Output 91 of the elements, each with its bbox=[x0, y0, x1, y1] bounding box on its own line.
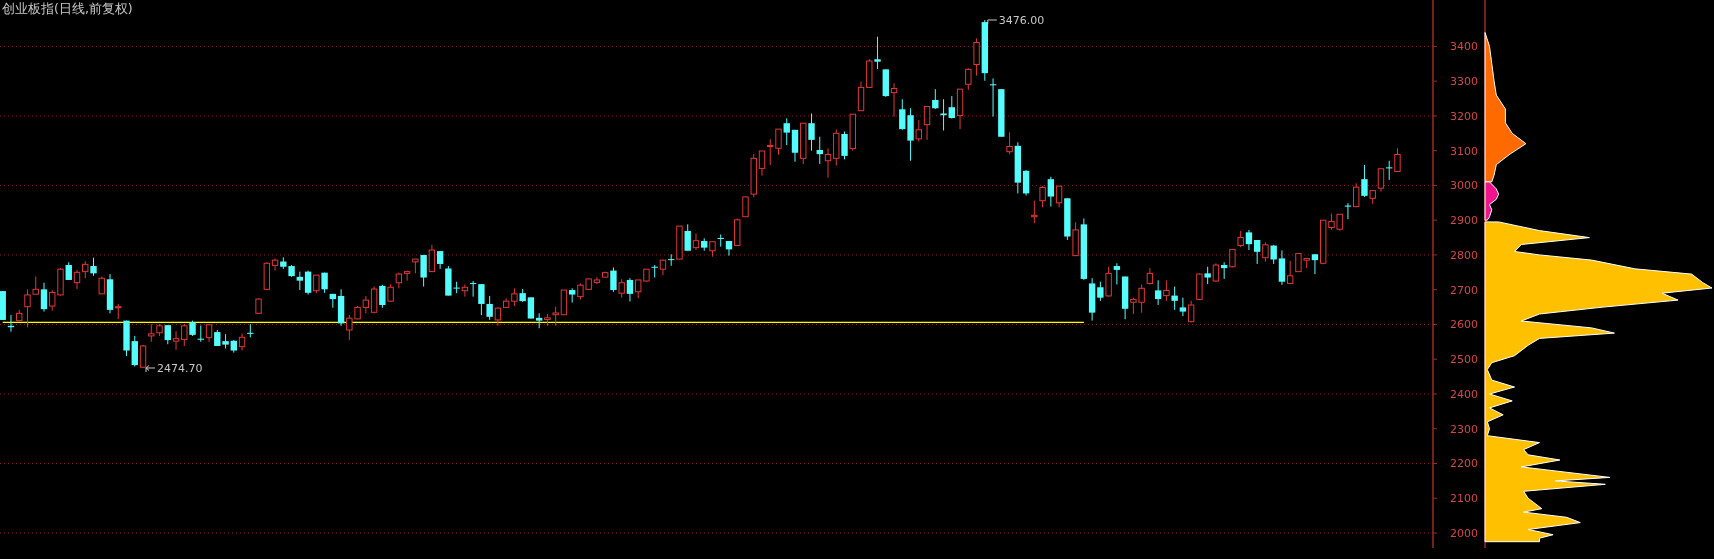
candlestick bbox=[1377, 168, 1385, 193]
candlestick bbox=[791, 129, 799, 163]
candlestick bbox=[857, 81, 865, 112]
candlestick bbox=[370, 286, 378, 314]
candlestick bbox=[824, 147, 832, 179]
candlestick bbox=[1113, 262, 1121, 285]
candlestick bbox=[247, 323, 254, 338]
y-tick-label: 2100 bbox=[1450, 492, 1478, 506]
candlestick bbox=[973, 37, 980, 77]
candlestick bbox=[1031, 200, 1038, 224]
candlestick bbox=[626, 277, 634, 303]
candlestick bbox=[1039, 185, 1046, 208]
candlestick bbox=[90, 257, 97, 277]
candlestick bbox=[1394, 147, 1401, 173]
candlestick bbox=[932, 88, 939, 110]
candlestick bbox=[1163, 279, 1170, 302]
candlestick bbox=[684, 223, 691, 252]
candlestick bbox=[1105, 266, 1112, 298]
candlestick bbox=[1006, 131, 1013, 155]
candlestick bbox=[1055, 185, 1063, 208]
y-tick-label: 3100 bbox=[1450, 144, 1478, 158]
y-tick-label: 2500 bbox=[1450, 353, 1478, 367]
candlestick bbox=[1097, 281, 1104, 302]
y-tick-label: 3300 bbox=[1450, 75, 1478, 89]
y-tick-label: 3000 bbox=[1450, 179, 1478, 193]
candlestick bbox=[527, 296, 535, 320]
candlestick bbox=[1022, 169, 1030, 196]
candlestick bbox=[841, 131, 848, 160]
candlestick bbox=[271, 257, 279, 272]
candlestick bbox=[948, 95, 956, 120]
y-tick-label: 3400 bbox=[1450, 40, 1478, 54]
chart-title: 创业板指(日线,前复权) bbox=[2, 1, 133, 16]
candlestick bbox=[403, 270, 411, 282]
candlestick bbox=[313, 274, 320, 294]
candlestick bbox=[610, 266, 617, 293]
candlestick bbox=[172, 330, 180, 351]
candlestick bbox=[1212, 262, 1220, 283]
candlestick bbox=[1179, 297, 1187, 317]
candlestick bbox=[1311, 253, 1319, 275]
candlestick bbox=[494, 306, 502, 327]
candlestick bbox=[420, 254, 427, 288]
y-tick-label: 2000 bbox=[1450, 526, 1478, 540]
y-tick-label: 2700 bbox=[1450, 283, 1478, 297]
candlestick bbox=[304, 270, 312, 296]
candlestick bbox=[1270, 244, 1277, 265]
candlestick bbox=[164, 324, 171, 345]
candlestick bbox=[486, 295, 493, 321]
candlestick bbox=[1047, 176, 1055, 208]
candlestick bbox=[362, 295, 370, 314]
candlestick bbox=[40, 282, 48, 313]
candlestick bbox=[923, 106, 931, 141]
candlestick bbox=[890, 82, 898, 118]
candlestick bbox=[965, 67, 972, 91]
candlestick bbox=[808, 112, 815, 152]
candlestick bbox=[1286, 260, 1294, 284]
candlestick bbox=[783, 117, 790, 146]
candlestick bbox=[758, 150, 766, 177]
y-tick-label: 2900 bbox=[1450, 214, 1478, 228]
candlestick bbox=[725, 240, 733, 257]
y-tick-label: 2300 bbox=[1450, 422, 1478, 436]
candlestick bbox=[874, 36, 881, 70]
candlestick bbox=[618, 278, 625, 299]
candlestick bbox=[469, 280, 477, 298]
y-tick-label: 2400 bbox=[1450, 387, 1478, 401]
y-tick-label: 2600 bbox=[1450, 318, 1478, 332]
candlestick bbox=[238, 332, 246, 352]
annotation: 2474.70 bbox=[157, 362, 203, 375]
candlestick bbox=[1262, 241, 1269, 263]
candlestick bbox=[131, 335, 138, 367]
candlestick bbox=[1171, 286, 1178, 311]
candlestick bbox=[899, 98, 906, 131]
candlestick bbox=[651, 264, 658, 279]
candlestick bbox=[915, 119, 922, 143]
y-tick-label: 2200 bbox=[1450, 457, 1478, 471]
candlestick bbox=[1361, 164, 1368, 198]
candlestick bbox=[181, 323, 188, 347]
candlestick bbox=[742, 196, 749, 218]
candlestick bbox=[552, 306, 559, 327]
candlestick bbox=[379, 284, 386, 309]
candlestick bbox=[296, 271, 304, 291]
candlestick bbox=[73, 269, 81, 290]
candlestick bbox=[1245, 229, 1253, 251]
y-tick-label: 2800 bbox=[1450, 248, 1478, 262]
candlestick bbox=[428, 244, 436, 273]
candlestick bbox=[478, 283, 485, 316]
candlestick bbox=[1278, 249, 1286, 286]
candlestick bbox=[1154, 279, 1162, 306]
candlestick bbox=[940, 98, 947, 132]
candlestick bbox=[692, 232, 700, 251]
annotation: 3476.00 bbox=[998, 13, 1045, 27]
y-tick-label: 3200 bbox=[1450, 109, 1478, 123]
